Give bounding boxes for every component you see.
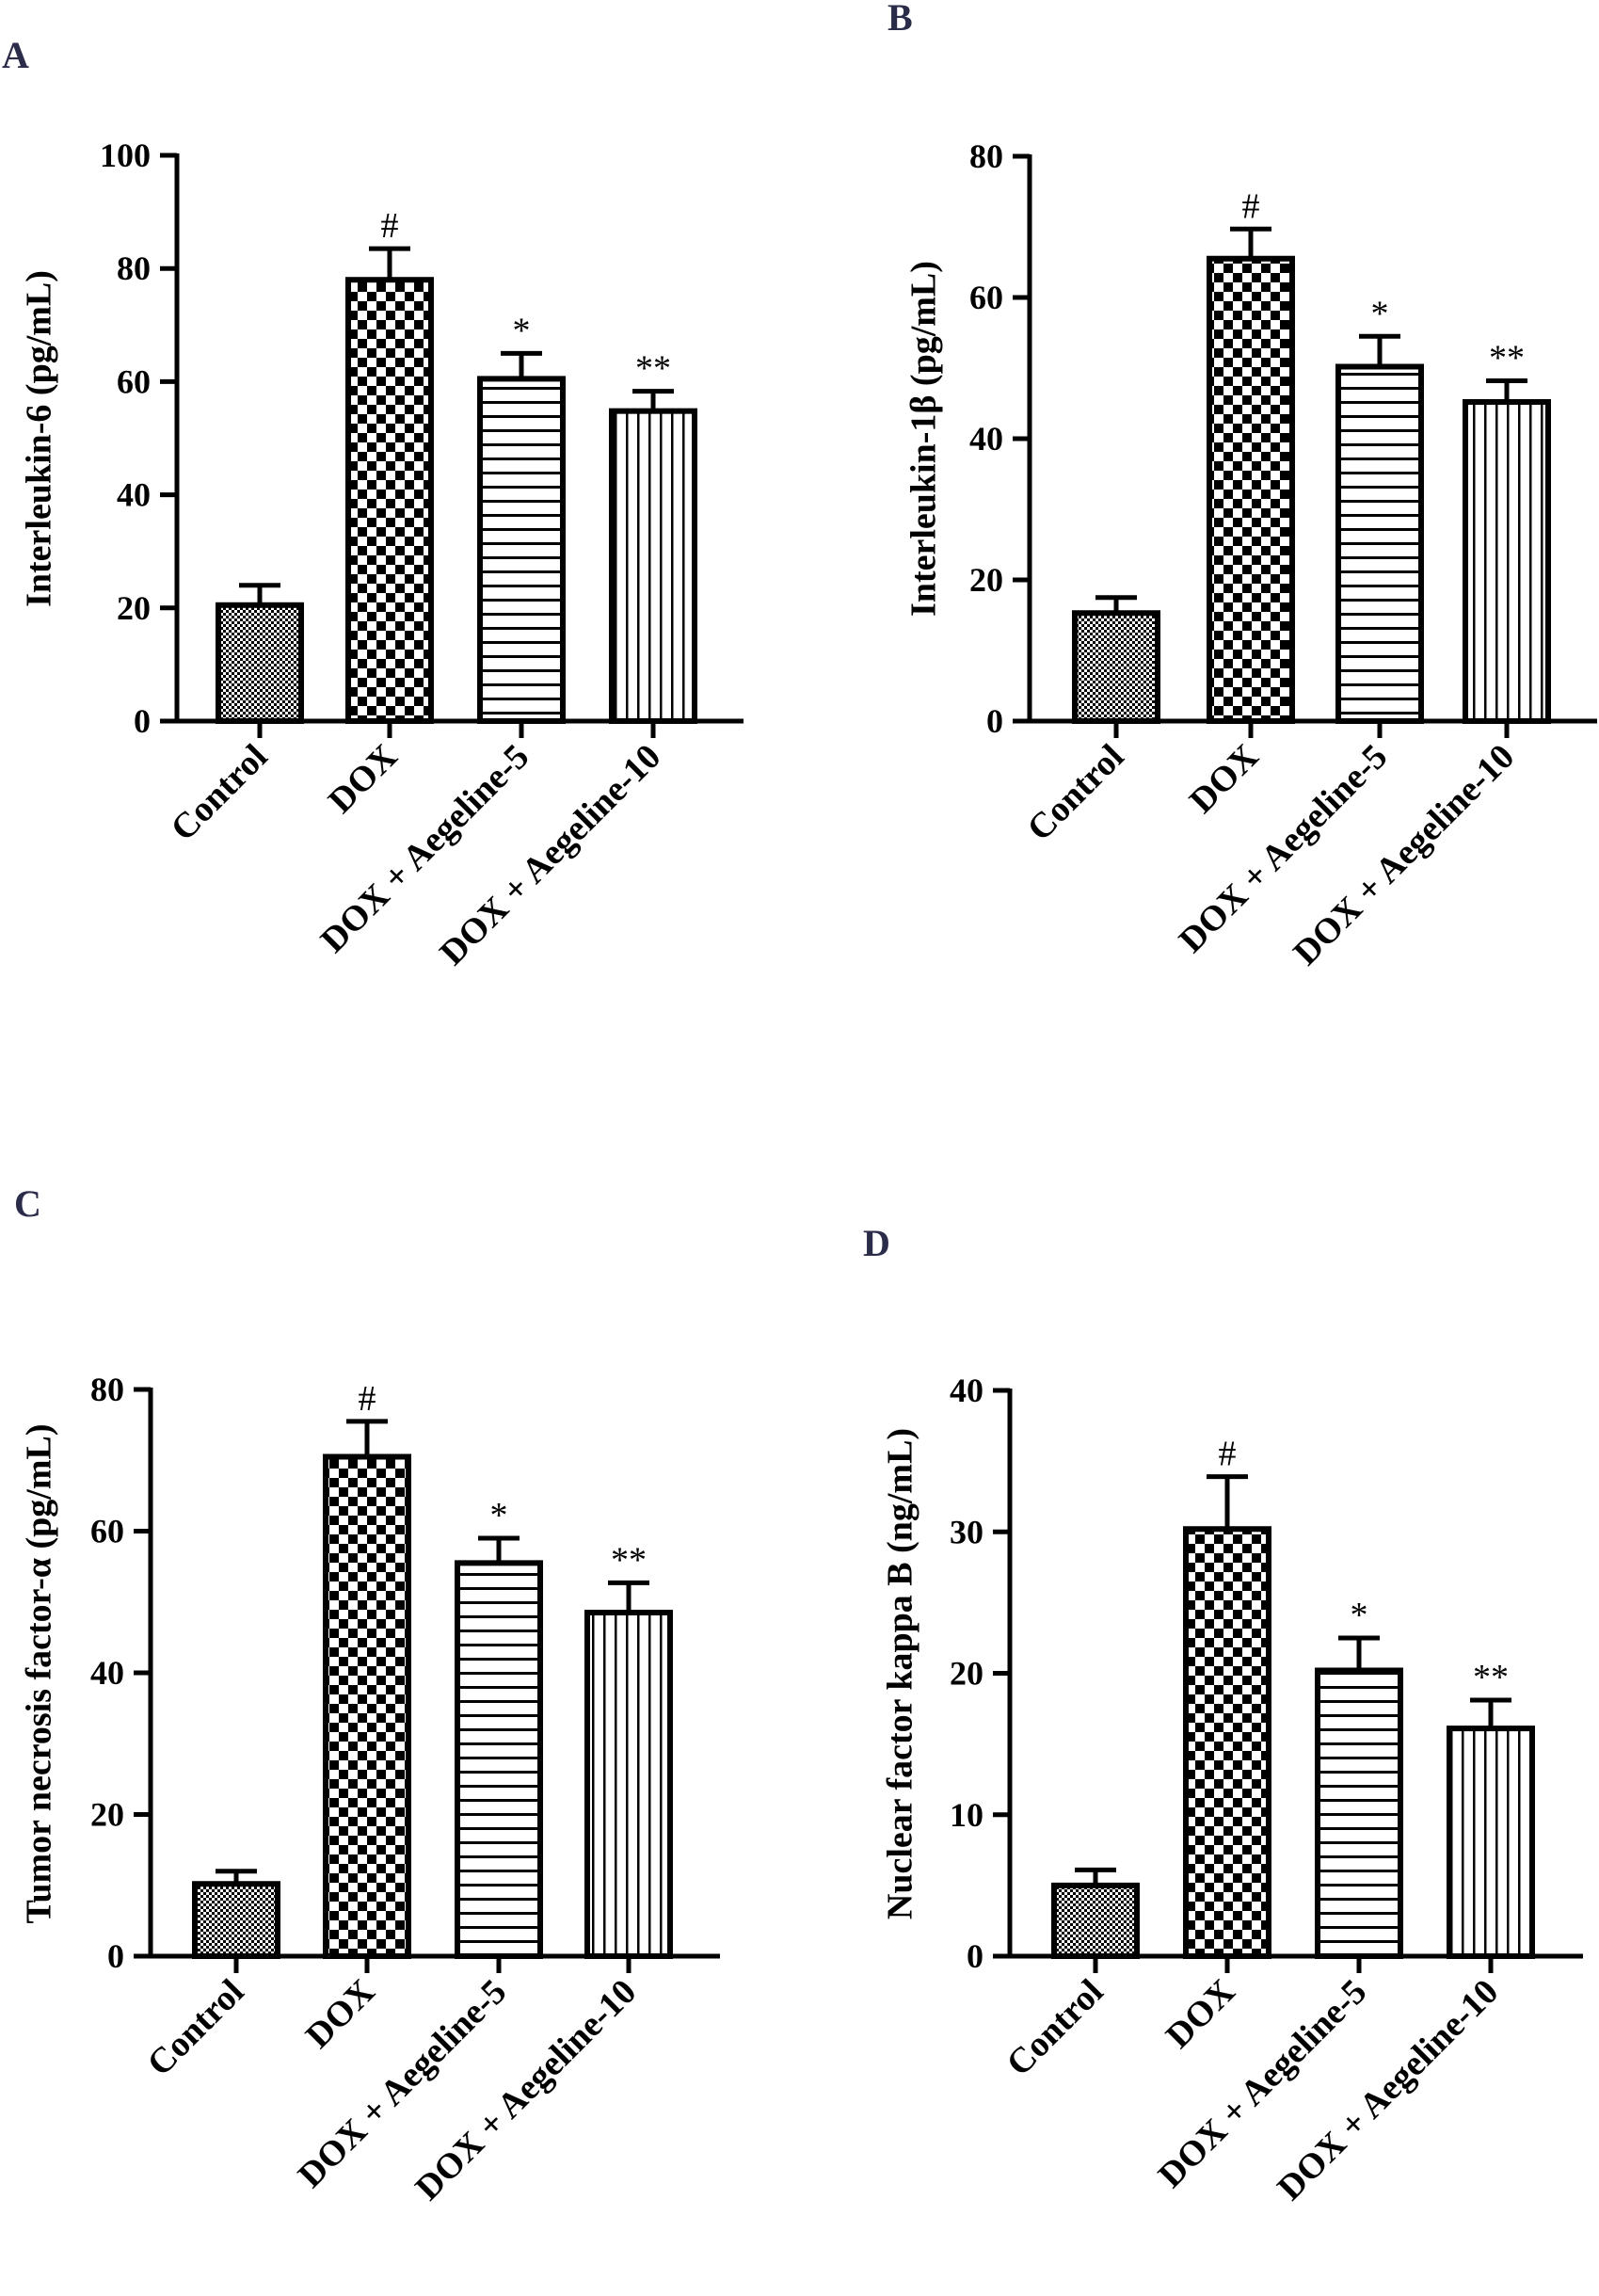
y-tick-label: 60	[969, 279, 1003, 316]
x-category-label: DOX	[1159, 1972, 1242, 2056]
significance-marker: #	[381, 206, 399, 246]
significance-marker: *	[513, 311, 531, 350]
y-tick-label: 40	[117, 476, 151, 514]
x-category-label: DOX + Aegeline-10	[1286, 737, 1522, 973]
bar-dox-aegeline-10	[1447, 1726, 1535, 1960]
bar-dox	[345, 277, 434, 724]
bar-dox-aegeline-5	[1335, 363, 1424, 724]
x-category-label: DOX	[321, 737, 405, 821]
x-category-label: DOX + Aegeline-10	[1270, 1972, 1506, 2208]
bar-dox	[323, 1453, 411, 1960]
bar-dox-aegeline-5	[1315, 1667, 1403, 1959]
panel-label: A	[2, 34, 29, 76]
panel-a-interleukin-6-chart: A Interleukin-6 (pg/mL) 0 20 40 60 80 100 Contro…	[2, 34, 744, 973]
y-tick-label: 20	[117, 589, 151, 627]
y-tick-label: 40	[969, 420, 1003, 458]
significance-marker: #	[359, 1379, 376, 1419]
y-axis-title: Interleukin-6 (pg/mL)	[20, 270, 59, 607]
bar-dox-aegeline-10	[609, 408, 697, 724]
bar-dox	[1207, 255, 1295, 724]
y-tick-label: 0	[967, 1937, 983, 1975]
x-category-label: DOX + Aegeline-10	[408, 1972, 644, 2208]
panel-label: D	[863, 1222, 890, 1264]
x-category-label: DOX + Aegeline-10	[432, 737, 668, 973]
panel-label: C	[14, 1182, 41, 1225]
x-category-label: DOX	[298, 1972, 382, 2056]
panel-label: B	[887, 0, 913, 39]
y-tick-label: 80	[117, 249, 151, 287]
bar-dox-aegeline-10	[1463, 399, 1551, 724]
bar-control	[1072, 610, 1160, 724]
x-category-label: Control	[140, 1972, 252, 2084]
y-tick-label: 0	[986, 702, 1003, 740]
y-tick-label: 10	[950, 1796, 983, 1834]
x-category-label: DOX	[1182, 737, 1266, 821]
significance-marker: *	[1371, 294, 1389, 333]
panel-b-interleukin-1b-chart: B Interleukin-1β (pg/mL) 0 20 40 60 80 Control #…	[887, 0, 1597, 973]
y-tick-label: 20	[969, 561, 1003, 599]
y-tick-label: 40	[950, 1372, 983, 1409]
significance-marker: **	[1489, 339, 1525, 378]
bar-dox-aegeline-5	[455, 1560, 543, 1960]
panel-c-tnf-alpha-chart: C Tumor necrosis factor-α (pg/mL) 0 20 40 60 8…	[14, 1182, 720, 2208]
y-tick-label: 0	[107, 1937, 124, 1975]
y-axis-title: Tumor necrosis factor-α (pg/mL)	[20, 1424, 59, 1924]
y-tick-label: 0	[134, 702, 151, 740]
significance-marker: #	[1219, 1435, 1237, 1474]
bar-dox-aegeline-5	[477, 376, 566, 724]
y-axis-title: Interleukin-1β (pg/mL)	[904, 261, 944, 617]
significance-marker: **	[635, 349, 671, 389]
significance-marker: **	[1473, 1658, 1509, 1697]
y-tick-label: 80	[90, 1371, 124, 1408]
bar-control	[1051, 1882, 1140, 1959]
x-category-label: Control	[1020, 737, 1132, 849]
x-category-label: Control	[164, 737, 276, 849]
x-category-label: Control	[999, 1972, 1111, 2084]
significance-marker: #	[1242, 186, 1260, 226]
panel-d-nfkb-chart: D Nuclear factor kappa B (ng/mL) 0 10 20 30 40…	[863, 1222, 1583, 2208]
y-axis-title: Nuclear factor kappa B (ng/mL)	[881, 1428, 920, 1919]
significance-marker: **	[611, 1540, 647, 1580]
bar-dox-aegeline-10	[584, 1610, 673, 1959]
significance-marker: *	[490, 1496, 508, 1535]
y-tick-label: 20	[90, 1796, 124, 1834]
y-tick-label: 80	[969, 137, 1003, 175]
significance-marker: *	[1351, 1596, 1368, 1635]
y-tick-label: 100	[100, 136, 151, 174]
y-tick-label: 30	[950, 1513, 983, 1550]
y-tick-label: 20	[950, 1655, 983, 1693]
y-tick-label: 40	[90, 1654, 124, 1692]
bar-control	[216, 602, 304, 724]
y-tick-label: 60	[90, 1513, 124, 1550]
bar-dox	[1183, 1526, 1271, 1959]
y-tick-label: 60	[117, 362, 151, 400]
bar-control	[192, 1881, 280, 1959]
